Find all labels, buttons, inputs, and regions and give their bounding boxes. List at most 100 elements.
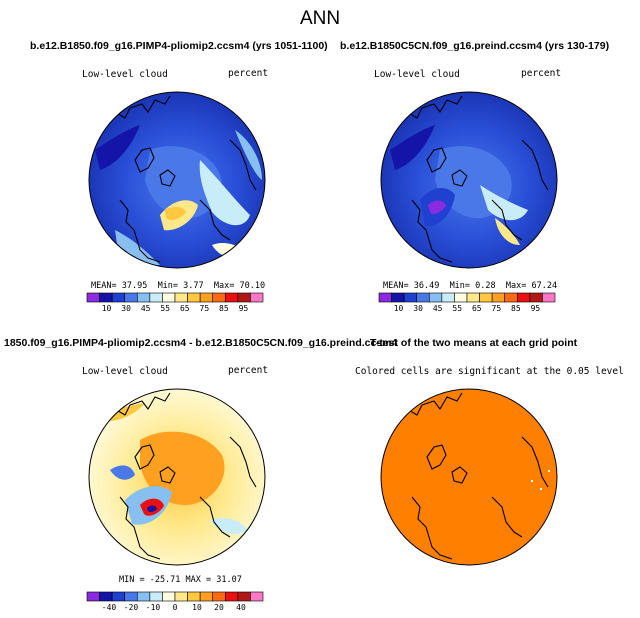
colorbar-swatch	[187, 292, 201, 303]
colorbar-tick-label: 65	[471, 304, 482, 313]
panel-1-title: b.e12.B1850.f09_g16.PIMP4-pliomip2.ccsm4…	[30, 40, 328, 52]
colorbar-swatch	[250, 292, 264, 303]
colorbar-swatch	[149, 292, 163, 303]
colorbar-swatch	[403, 292, 418, 303]
panel-2-map-border	[380, 91, 558, 269]
colorbar-swatch	[136, 591, 151, 602]
colorbar-swatch	[454, 292, 468, 303]
colorbar-swatch	[136, 292, 151, 303]
panel-2-max-value: 67.24	[531, 281, 558, 291]
panel-3-colorbar	[86, 591, 264, 602]
colorbar-swatch	[237, 292, 251, 303]
panel-2-mean-label: MEAN=	[383, 281, 409, 291]
panel-1-mean-label: MEAN=	[91, 281, 117, 291]
panel-4-note: Colored cells are significant at the 0.0…	[355, 366, 624, 377]
colorbar-tick-label: 75	[491, 304, 502, 313]
colorbar-tick-label: 30	[121, 304, 131, 313]
colorbar-swatch	[124, 292, 138, 303]
figure-title: ANN	[299, 8, 341, 29]
panel-2-min-value: 0.28	[475, 281, 496, 291]
colorbar-swatch	[99, 591, 113, 602]
panel-3-stats: MIN = -25.71 MAX = 31.07	[119, 575, 242, 585]
panel-1-map	[89, 92, 265, 268]
colorbar-tick-label: 20	[214, 603, 224, 612]
colorbar-tick-label: 45	[140, 304, 151, 313]
panel-4-nonsignificant-cells	[531, 470, 550, 490]
colorbar-swatch	[224, 591, 239, 602]
panel-2-map	[381, 92, 557, 268]
colorbar-tick-label: 65	[179, 304, 190, 313]
panel-3-units-label: percent	[228, 365, 269, 376]
colorbar-swatch	[212, 591, 226, 602]
panel-2-stats: MEAN= 36.49 Min= 0.28 Max= 67.24	[383, 281, 557, 291]
colorbar-tick-label: -10	[145, 603, 161, 612]
colorbar-swatch	[212, 292, 226, 303]
colorbar-tick-label: 55	[160, 304, 171, 313]
colorbar-swatch	[479, 292, 493, 303]
colorbar-swatch	[187, 591, 201, 602]
colorbar-swatch	[99, 292, 113, 303]
panel-4-title: T-test of the two means at each grid poi…	[370, 337, 578, 349]
colorbar-tick-label: -20	[123, 603, 139, 612]
colorbar-swatch	[111, 591, 126, 602]
colorbar-swatch	[391, 292, 405, 303]
panel-1-min-value: 3.77	[183, 281, 204, 291]
colorbar-swatch	[491, 292, 506, 303]
colorbar-swatch	[516, 292, 531, 303]
colorbar-tick-label: 10	[192, 603, 202, 612]
panel-1-max-value: 70.10	[239, 281, 266, 291]
colorbar-swatch	[504, 292, 518, 303]
colorbar-swatch	[428, 292, 443, 303]
colorbar-swatch	[378, 292, 392, 303]
colorbar-tick-label: 95	[530, 304, 541, 313]
colorbar-tick-label: -40	[101, 603, 117, 612]
panel-3-map	[89, 389, 265, 565]
colorbar-swatch	[441, 292, 455, 303]
panel-3-variable-label: Low-level cloud	[82, 366, 168, 377]
panel-2-mean-value: 36.49	[413, 281, 440, 291]
colorbar-swatch	[86, 292, 100, 303]
colorbar-tick-label: 55	[452, 304, 463, 313]
panel-2-title: b.e12.B1850C5CN.f09_g16.preind.ccsm4 (yr…	[340, 40, 610, 52]
colorbar-tick-label: 30	[413, 304, 423, 313]
colorbar-tick-label: 40	[236, 603, 246, 612]
colorbar-tick-label: 75	[199, 304, 210, 313]
panel-2-colorbar	[378, 292, 556, 303]
panel-1-units-label: percent	[228, 68, 269, 79]
colorbar-swatch	[124, 591, 138, 602]
panel-1-min-label: Min=	[157, 281, 179, 291]
colorbar-swatch	[162, 292, 176, 303]
colorbar-tick-label: 95	[238, 304, 249, 313]
panel-3-title: 1850.f09_g16.PIMP4-pliomip2.ccsm4 - b.e1…	[4, 337, 398, 349]
panel-2-variable-label: Low-level cloud	[374, 69, 460, 80]
colorbar-swatch	[199, 292, 214, 303]
panel-4-map-border	[380, 388, 558, 566]
panel-2-min-label: Min=	[449, 281, 471, 291]
colorbar-swatch	[466, 292, 480, 303]
colorbar-tick-label: 10	[393, 304, 404, 313]
panel-1-colorbar	[86, 292, 264, 303]
panel-1-max-label: Max=	[213, 281, 235, 291]
colorbar-tick-label: 0	[172, 603, 178, 612]
colorbar-swatch	[542, 292, 556, 303]
colorbar-tick-label: 45	[432, 304, 443, 313]
panel-1-map-border	[88, 91, 266, 269]
panel-2-units-label: percent	[521, 68, 562, 79]
panel-2-max-label: Max=	[505, 281, 527, 291]
colorbar-tick-label: 10	[101, 304, 112, 313]
panel-3-map-border	[88, 388, 266, 566]
colorbar-swatch	[224, 292, 239, 303]
colorbar-swatch	[149, 591, 163, 602]
colorbar-swatch	[174, 591, 188, 602]
colorbar-swatch	[416, 292, 430, 303]
colorbar-tick-label: 85	[511, 304, 521, 313]
colorbar-swatch	[250, 591, 264, 602]
colorbar-swatch	[162, 591, 176, 602]
colorbar-swatch	[199, 591, 214, 602]
colorbar-swatch	[529, 292, 543, 303]
panel-4-map	[381, 389, 557, 565]
colorbar-tick-label: 85	[219, 304, 229, 313]
